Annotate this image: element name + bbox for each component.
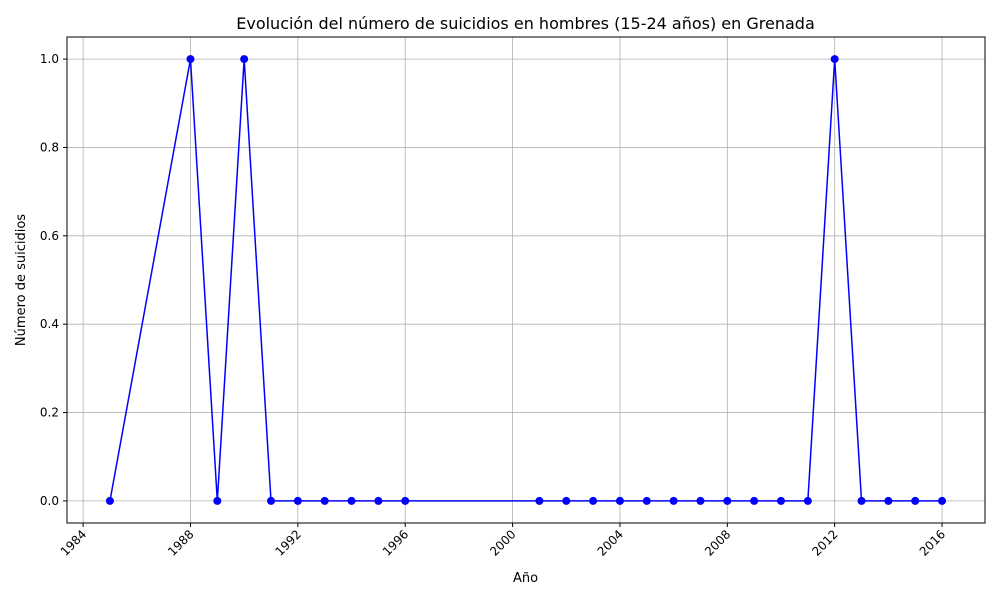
y-tick-label: 0.0	[40, 494, 59, 508]
data-point	[374, 496, 383, 505]
data-point	[589, 496, 598, 505]
data-point	[347, 496, 356, 505]
data-point	[911, 496, 920, 505]
data-point	[293, 496, 302, 505]
y-tick-label: 0.8	[40, 140, 59, 154]
y-tick-label: 0.4	[40, 317, 59, 331]
data-point	[830, 55, 839, 64]
x-tick-label: 1984	[58, 527, 89, 558]
y-axis-label: Número de suicidios	[14, 214, 29, 346]
data-point	[401, 496, 410, 505]
data-point	[723, 496, 732, 505]
data-point	[642, 496, 651, 505]
data-point	[669, 496, 678, 505]
data-point	[240, 55, 249, 64]
y-tick-label: 0.6	[40, 229, 59, 243]
data-point	[884, 496, 893, 505]
chart-title: Evolución del número de suicidios en hom…	[236, 14, 815, 33]
x-tick-label: 2012	[809, 527, 840, 558]
series-line	[109, 58, 943, 502]
plot-area-frame	[66, 36, 986, 524]
x-tick-label: 1996	[380, 527, 411, 558]
y-tick-label: 1.0	[40, 52, 59, 66]
x-tick-label: 2004	[595, 527, 626, 558]
data-point	[938, 496, 947, 505]
data-point	[105, 496, 114, 505]
data-point	[615, 496, 624, 505]
data-point	[777, 496, 785, 505]
data-point	[213, 496, 222, 505]
y-tick-label: 0.2	[40, 406, 59, 420]
data-point	[186, 55, 195, 64]
x-tick-label: 2008	[702, 527, 733, 558]
data-point	[750, 496, 759, 505]
x-axis-label: Año	[513, 571, 538, 586]
data-point	[535, 496, 544, 505]
grid	[67, 37, 985, 523]
axes: 1984 1988 1992 1996 2000 2004 2008 2012 2016 0.0 0…	[40, 52, 948, 559]
data-point	[857, 496, 866, 505]
data-point	[696, 496, 705, 505]
series-layer	[105, 55, 947, 505]
x-tick-label: 2000	[487, 527, 518, 558]
data-point	[562, 496, 571, 505]
data-point	[267, 496, 275, 505]
x-tick-label: 2016	[917, 527, 948, 558]
x-tick-label: 1988	[165, 527, 196, 558]
data-point	[320, 496, 329, 505]
x-tick-label: 1992	[272, 527, 303, 558]
data-point	[803, 496, 812, 505]
